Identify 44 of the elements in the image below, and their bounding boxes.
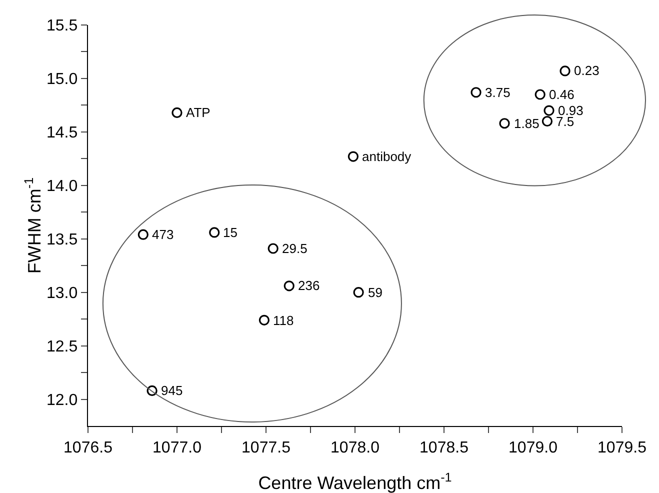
annotation: 15	[223, 225, 238, 240]
annotation: 29.5	[282, 241, 308, 256]
x-tick-label: 1078.5	[420, 439, 469, 456]
point	[353, 287, 364, 298]
x-axis-title: Centre Wavelength cm$^{-1}$	[258, 470, 452, 493]
point	[542, 116, 553, 127]
point	[258, 314, 270, 326]
point	[138, 229, 148, 240]
y-tick-label: 13.0	[46, 284, 78, 302]
point	[268, 243, 278, 254]
point	[534, 89, 546, 100]
annotation: ATP	[186, 105, 210, 120]
text: 1077.0	[152, 439, 202, 456]
x-tick-label: 1076.5	[64, 439, 113, 456]
x-tick-label: 1077.5	[242, 439, 291, 456]
annotation: 118	[273, 313, 294, 328]
y-tick-label: 15.5	[46, 18, 78, 35]
y-tick-label: 13.5	[46, 231, 78, 248]
annotation: 59	[368, 285, 382, 300]
y-tick-label: 12.0	[46, 392, 78, 409]
annotation: 945	[161, 383, 183, 398]
point	[348, 151, 359, 162]
y-tick-label: 12.5	[46, 338, 78, 356]
point	[499, 118, 510, 129]
text: 1079.0	[508, 439, 558, 456]
y-tick-label: 14.0	[46, 178, 78, 195]
annotation: 1.85	[514, 116, 540, 131]
y-tick-label: 14.5	[46, 124, 78, 142]
annotation: antibody	[362, 149, 412, 164]
point	[172, 107, 182, 118]
point	[146, 385, 158, 396]
text: 1078.0	[330, 439, 380, 456]
point	[470, 87, 482, 98]
annotation: 0.46	[549, 87, 574, 102]
annotation: 236	[298, 278, 320, 293]
point	[209, 227, 220, 238]
annotation: 0.23	[574, 63, 600, 78]
x-tick-label: 1079.5	[598, 439, 647, 456]
annotation: 3.75	[485, 85, 510, 100]
point	[284, 280, 294, 292]
point	[544, 105, 554, 116]
y-tick-label: 15.0	[46, 71, 78, 88]
annotation: 473	[152, 227, 174, 242]
point	[560, 66, 570, 76]
